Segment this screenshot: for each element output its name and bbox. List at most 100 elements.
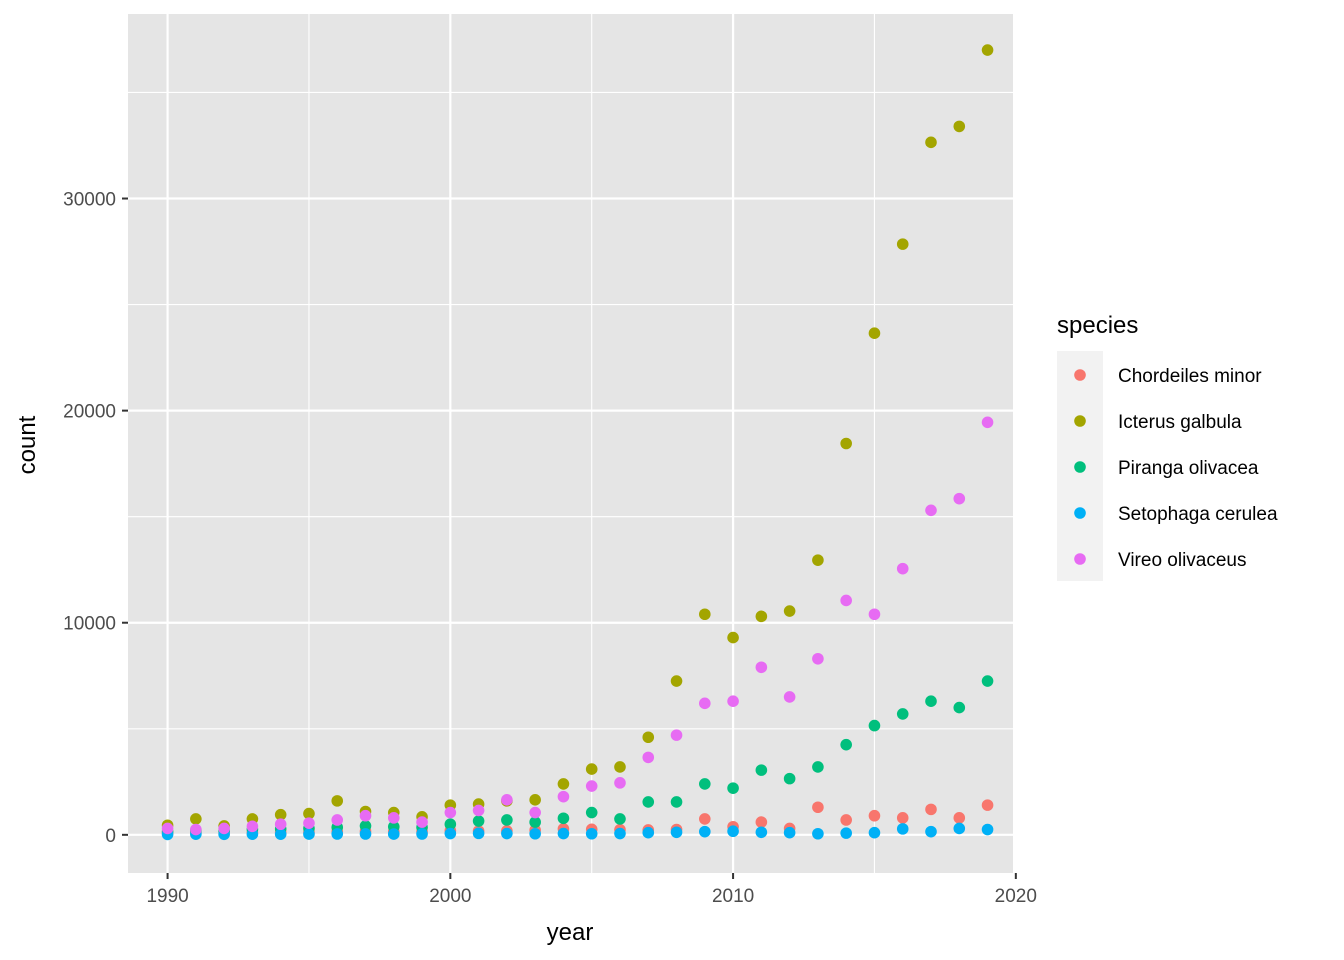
legend-title: species (1057, 312, 1138, 339)
data-point (953, 812, 966, 824)
data-point (416, 828, 428, 840)
data-point (868, 826, 881, 839)
data-point (444, 806, 457, 819)
data-point (783, 772, 796, 785)
data-point (981, 799, 994, 811)
data-point (812, 827, 824, 840)
data-points (161, 44, 994, 841)
data-point (670, 729, 683, 741)
plot-panel (128, 14, 1013, 873)
legend-label: Icterus galbula (1118, 412, 1242, 433)
data-point (727, 695, 739, 707)
data-point (614, 813, 626, 825)
data-point (699, 608, 711, 621)
data-point (642, 731, 655, 744)
data-point (161, 822, 174, 835)
data-point (529, 806, 541, 819)
legend-key (1074, 369, 1086, 381)
data-point (981, 675, 994, 687)
data-point (331, 814, 344, 826)
data-point (331, 828, 344, 840)
data-point (359, 828, 372, 840)
data-point (896, 238, 909, 250)
data-point (670, 675, 683, 687)
data-point (925, 803, 937, 816)
data-point (274, 828, 287, 840)
data-point (585, 780, 598, 792)
data-point (331, 795, 344, 807)
data-point (557, 778, 570, 790)
data-point (727, 825, 739, 838)
data-point (614, 761, 626, 773)
data-point (529, 816, 541, 828)
y-tick-label: 0 (105, 826, 116, 847)
minor-gridlines (128, 14, 1013, 873)
data-point (614, 777, 626, 789)
x-tick-label: 2000 (429, 886, 471, 907)
data-point (359, 809, 372, 822)
legend: species Chordeiles minor Icterus galbula P… (1057, 312, 1278, 581)
data-point (190, 823, 202, 836)
data-point (981, 44, 994, 56)
data-point (529, 794, 541, 806)
x-tick-label: 1990 (146, 886, 188, 907)
legend-key (1074, 507, 1086, 519)
data-point (868, 327, 881, 340)
data-point (501, 814, 513, 826)
legend-key (1074, 553, 1086, 565)
data-point (840, 738, 852, 751)
data-point (585, 806, 598, 819)
data-point (981, 416, 994, 429)
data-point (953, 701, 966, 714)
data-point (614, 827, 626, 840)
data-point (699, 697, 711, 710)
data-point (896, 823, 909, 835)
data-point (699, 813, 711, 825)
data-point (303, 817, 315, 829)
data-point (981, 823, 994, 836)
data-point (953, 120, 966, 133)
data-point (868, 719, 881, 732)
y-axis-title: count (14, 415, 41, 474)
data-point (868, 608, 881, 621)
y-axis: 0 10000 20000 30000 (63, 190, 128, 847)
data-point (557, 812, 570, 825)
data-point (783, 605, 796, 617)
data-point (557, 827, 570, 840)
data-point (953, 492, 966, 505)
x-tick-label: 2020 (995, 886, 1037, 907)
x-tick-label: 2010 (712, 886, 754, 907)
data-point (812, 761, 824, 773)
legend-label: Vireo olivaceus (1118, 550, 1247, 571)
data-point (472, 804, 485, 817)
data-point (925, 695, 937, 707)
data-point (925, 136, 937, 149)
data-point (727, 631, 739, 644)
data-point (925, 504, 937, 517)
y-tick-label: 20000 (63, 402, 116, 423)
data-point (755, 661, 768, 674)
data-point (812, 801, 824, 814)
data-point (387, 812, 400, 824)
data-point (840, 827, 852, 839)
data-point (642, 796, 655, 808)
data-point (585, 763, 598, 775)
data-point (444, 818, 457, 831)
data-point (670, 796, 683, 808)
data-point (274, 808, 287, 821)
legend-label: Piranga olivacea (1118, 458, 1259, 479)
data-point (896, 708, 909, 720)
legend-label: Chordeiles minor (1118, 366, 1262, 387)
data-point (953, 822, 966, 835)
data-point (501, 827, 513, 840)
data-point (529, 827, 541, 840)
data-point (642, 751, 655, 764)
data-point (755, 610, 768, 623)
x-axis-title: year (547, 919, 594, 946)
data-point (896, 812, 909, 824)
data-point (699, 825, 711, 838)
data-point (840, 594, 852, 607)
data-point (840, 437, 852, 450)
data-point (783, 826, 796, 839)
